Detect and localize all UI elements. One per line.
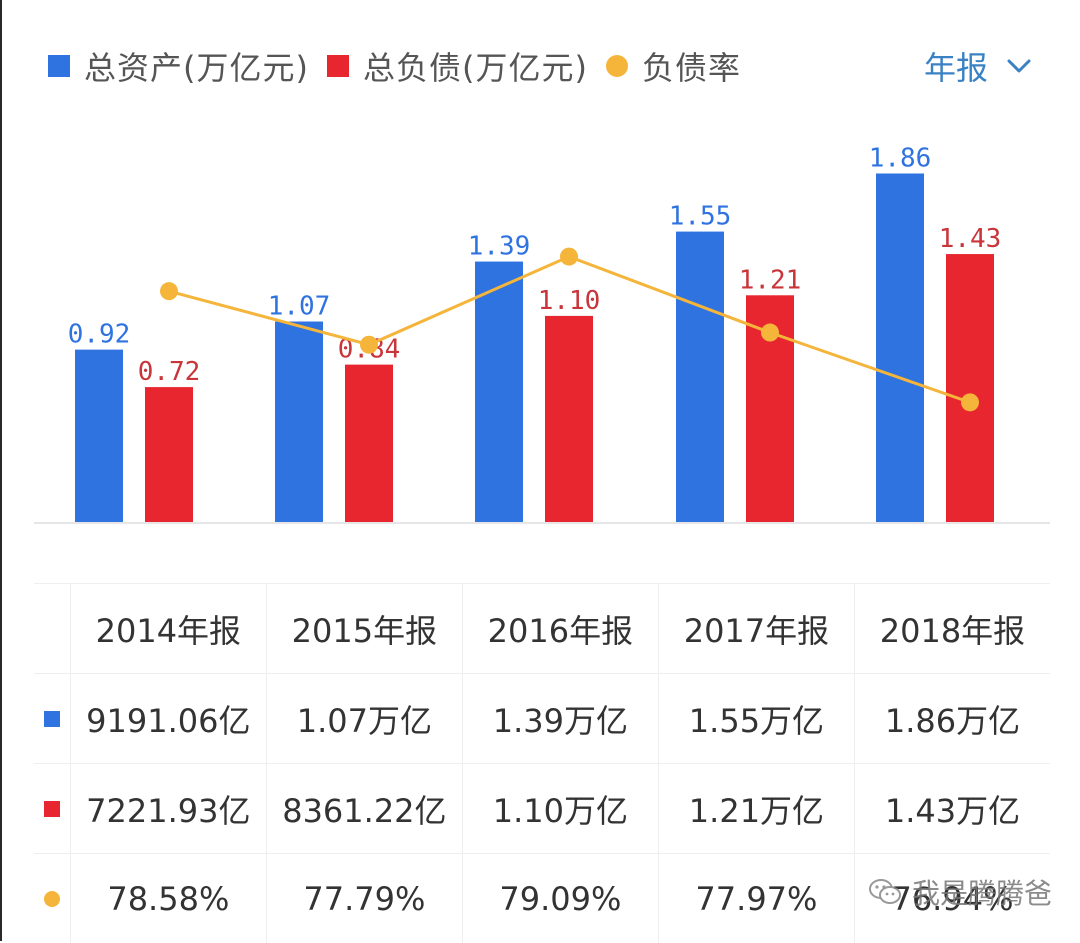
legend-label-ratio: 负债率 [641,49,741,87]
legend-swatch-assets [48,55,70,77]
table-cell: 1.43万亿 [853,764,1050,853]
ratio-marker-icon [43,890,60,907]
legend-swatch-liabilities [326,55,349,77]
table-cell: 78.58% [69,854,266,943]
table-header-cell: 2015年报 [265,584,462,673]
table-row-liabilities: 7221.93亿 8361.22亿 1.10万亿 1.21万亿 1.43万亿 [34,764,1050,854]
table-cell: 1.10万亿 [461,764,658,853]
liabilities-bar [345,364,393,522]
table-header-row: 2014年报 2015年报 2016年报 2017年报 2018年报 [34,584,1050,674]
watermark-text: 我是腾腾爸 [912,877,1053,910]
table-cell: 77.97% [657,854,854,943]
table-cell: 7221.93亿 [69,764,266,853]
liabilities-marker-icon [43,800,60,817]
legend-swatch-ratio [605,55,628,77]
assets-value-label: 1.39 [468,232,531,262]
table-cell: 1.55万亿 [657,674,854,763]
legend-item-liabilities[interactable]: 总负债(万亿元) [326,43,588,89]
assets-bar [75,349,123,522]
table-row-assets: 9191.06亿 1.07万亿 1.39万亿 1.55万亿 1.86万亿 [34,674,1050,764]
table-header-cell: 2014年报 [69,584,266,673]
liabilities-value-label: 1.21 [739,265,802,295]
table-row-marker-cell [34,764,70,853]
liabilities-value-label: 1.10 [538,286,601,316]
table-row-ratio: 78.58% 77.79% 79.09% 77.97% 76.94% [34,854,1050,943]
assets-value-label: 1.07 [268,292,331,322]
table-cell: 79.09% [461,854,658,943]
watermark: 我是腾腾爸 [868,872,1052,912]
table-header-cell: 2016年报 [461,584,658,673]
legend-item-ratio[interactable]: 负债率 [605,43,741,89]
liabilities-value-label: 0.72 [138,357,201,387]
chevron-down-icon [1006,58,1032,74]
chart-legend: 总资产(万亿元) 总负债(万亿元) 负债率 [48,44,759,88]
assets-bar [676,231,724,522]
table-cell: 1.39万亿 [461,674,658,763]
assets-value-label: 1.86 [869,143,932,173]
table-header-cell: 2018年报 [853,584,1050,673]
assets-bar [475,261,523,522]
wechat-icon [868,878,902,906]
table-cell: 1.21万亿 [657,764,854,853]
liabilities-bar [946,254,994,522]
legend-label-liabilities: 总负债(万亿元) [362,49,588,87]
period-selector-label: 年报 [923,49,988,87]
data-table: 2014年报 2015年报 2016年报 2017年报 2018年报 9191.… [34,583,1050,943]
table-header-cell: 2017年报 [657,584,854,673]
liabilities-value-label: 1.43 [939,224,1002,254]
debt-ratio-point [961,393,979,412]
left-edge-border [0,0,2,941]
debt-ratio-point [560,247,578,266]
period-selector[interactable]: 年报 [924,44,1032,88]
assets-marker-icon [43,710,60,727]
table-cell: 1.07万亿 [265,674,462,763]
liabilities-bar [545,315,593,522]
liabilities-bar [145,387,193,522]
assets-value-label: 1.55 [669,202,732,232]
debt-ratio-point [160,282,178,301]
legend-item-assets[interactable]: 总资产(万亿元) [48,43,309,89]
table-cell: 76.94% [853,854,1050,943]
table-cell: 77.79% [265,854,462,943]
assets-bar [876,173,924,522]
table-cell: 8361.22亿 [265,764,462,853]
assets-bar [275,321,323,522]
legend-label-assets: 总资产(万亿元) [84,49,309,87]
table-cell: 1.86万亿 [853,674,1050,763]
assets-value-label: 0.92 [68,320,131,350]
table-header-marker-cell [34,584,70,673]
debt-ratio-point [761,323,779,342]
chart-plot-area: 0.921.071.391.551.860.720.841.101.211.43 [34,143,1050,524]
table-row-marker-cell [34,854,70,943]
table-row-marker-cell [34,674,70,763]
debt-ratio-point [360,335,378,354]
table-cell: 9191.06亿 [69,674,266,763]
